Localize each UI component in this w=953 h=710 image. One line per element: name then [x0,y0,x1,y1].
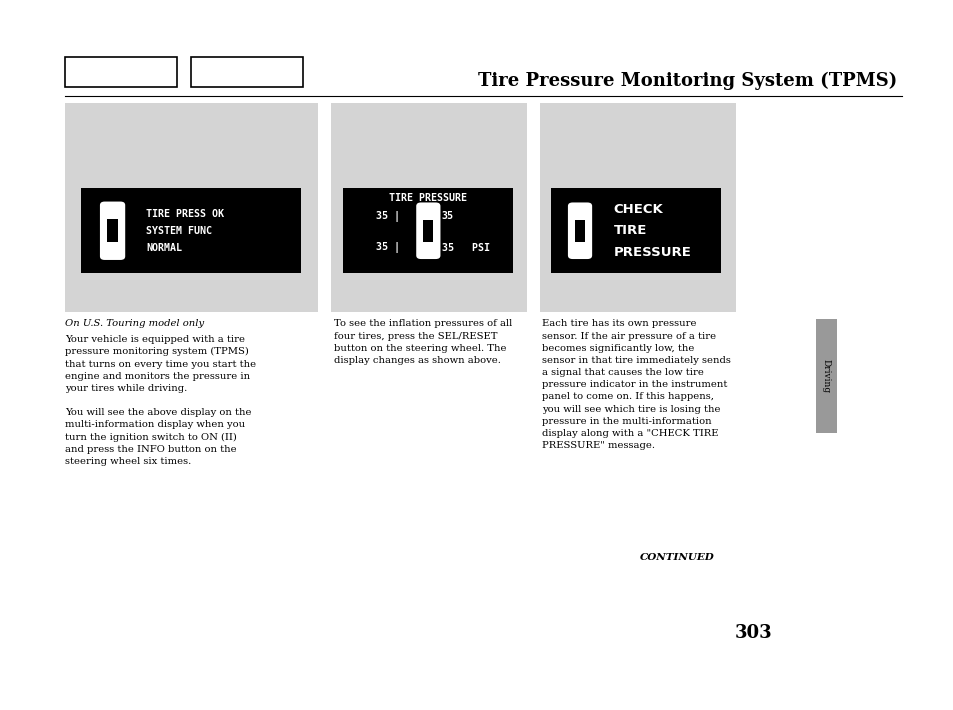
FancyBboxPatch shape [114,244,124,258]
FancyBboxPatch shape [568,205,578,218]
Text: PRESSURE: PRESSURE [613,246,691,258]
Text: Your vehicle is equipped with a tire
pressure monitoring system (TPMS)
that turn: Your vehicle is equipped with a tire pre… [65,335,255,393]
Text: 35   PSI: 35 PSI [441,243,489,253]
Bar [65,103,317,312]
FancyBboxPatch shape [101,204,111,218]
FancyBboxPatch shape [429,205,439,218]
Bar [575,219,584,242]
Text: TIRE PRESS OK: TIRE PRESS OK [146,209,224,219]
Text: SYSTEM FUNC: SYSTEM FUNC [146,226,212,236]
Text: Each tire has its own pressure
sensor. If the air pressure of a tire
becomes sig: Each tire has its own pressure sensor. I… [541,320,730,450]
Text: You will see the above display on the
multi-information display when you
turn th: You will see the above display on the mu… [65,408,251,466]
FancyBboxPatch shape [114,204,124,218]
FancyBboxPatch shape [100,202,125,260]
Text: 303: 303 [734,624,772,643]
Text: TIRE: TIRE [613,224,646,237]
Bar [551,188,720,273]
FancyBboxPatch shape [416,244,427,256]
FancyBboxPatch shape [580,244,591,256]
Bar [81,188,300,273]
FancyBboxPatch shape [416,205,427,218]
Bar [331,103,526,312]
Text: To see the inflation pressures of all
four tires, press the SEL/RESET
button on : To see the inflation pressures of all fo… [334,320,512,365]
Text: 35 |: 35 | [375,242,399,253]
Text: CONTINUED: CONTINUED [639,553,714,562]
Text: NORMAL: NORMAL [146,243,182,253]
Bar [539,103,735,312]
Bar [107,219,118,242]
Text: On U.S. Touring model only: On U.S. Touring model only [65,320,204,329]
FancyBboxPatch shape [429,244,439,256]
Bar [423,219,433,242]
Bar [191,57,303,87]
Bar [343,188,513,273]
FancyBboxPatch shape [416,202,440,259]
FancyBboxPatch shape [101,244,111,258]
Text: 35 |: 35 | [375,211,399,222]
Text: Tire Pressure Monitoring System (TPMS): Tire Pressure Monitoring System (TPMS) [477,72,896,90]
Text: CHECK: CHECK [613,203,662,216]
Text: TIRE PRESSURE: TIRE PRESSURE [389,193,467,203]
Bar [815,320,836,433]
Bar [65,57,177,87]
Text: Driving: Driving [821,359,830,393]
FancyBboxPatch shape [580,205,591,218]
FancyBboxPatch shape [568,244,578,256]
Text: 35: 35 [441,212,454,222]
FancyBboxPatch shape [567,202,592,259]
